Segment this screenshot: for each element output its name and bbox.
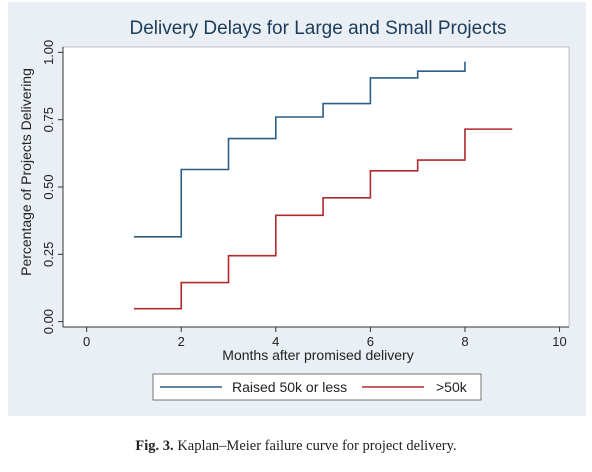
x-tick-label: 10 (552, 334, 566, 349)
x-tick-label: 2 (178, 334, 185, 349)
legend-label-over-50k: >50k (436, 379, 468, 395)
y-tick-label: 1.00 (41, 40, 56, 65)
series-line-raised-50k-or-less (133, 61, 466, 238)
figure-caption: Fig. 3. Kaplan–Meier failure curve for p… (0, 438, 592, 455)
figure-caption-text: Kaplan–Meier failure curve for project d… (173, 438, 457, 454)
figure-panel: Delivery Delays for Large and Small Proj… (8, 2, 586, 416)
plot-area (62, 46, 570, 328)
series-layer (133, 61, 513, 310)
y-tick-label: 0.50 (41, 174, 56, 199)
x-axis-label: Months after promised delivery (222, 347, 413, 363)
y-tick-label: 0.75 (41, 107, 56, 132)
y-axis-label: Percentage of Projects Delivering (18, 68, 34, 276)
x-tick-label: 4 (272, 334, 279, 349)
figure-caption-label: Fig. 3. (135, 438, 174, 454)
y-tick-label: 0.25 (41, 242, 56, 267)
kaplan-meier-chart: Delivery Delays for Large and Small Proj… (8, 2, 586, 416)
legend-label-raised-50k-or-less: Raised 50k or less (232, 379, 347, 395)
x-tick-label: 8 (461, 334, 468, 349)
legend: Raised 50k or less >50k (152, 373, 482, 401)
x-tick-label: 6 (367, 334, 374, 349)
series-line-over-50k (133, 128, 513, 310)
x-tick-label: 0 (83, 334, 90, 349)
chart-title: Delivery Delays for Large and Small Proj… (130, 18, 507, 39)
y-tick-label: 0.00 (41, 309, 56, 334)
axes: 0 2 4 6 8 10 0.00 0.25 0.50 0.75 1.00 (41, 40, 569, 349)
